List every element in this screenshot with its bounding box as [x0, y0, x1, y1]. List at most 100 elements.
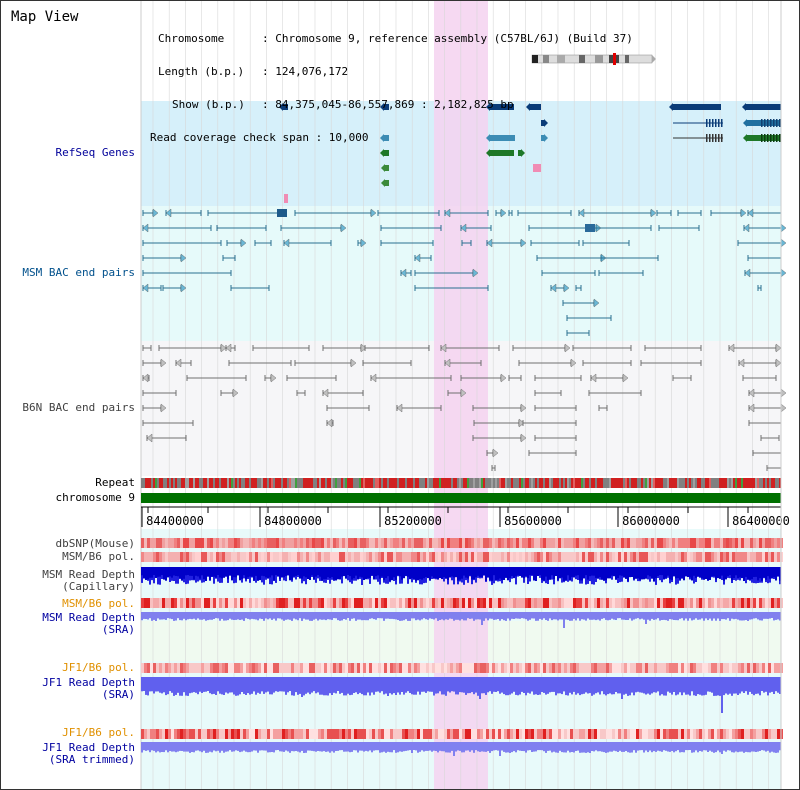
dbsnp-cell — [738, 538, 741, 548]
msm-sra-depth-bar — [769, 612, 771, 619]
jf1-sra-depth-bar — [313, 677, 315, 692]
msm-b6-pol-cell — [534, 552, 537, 562]
b6n-bac-label[interactable]: B6N BAC end pairs — [22, 401, 135, 414]
msm-capillary-label[interactable]: MSM Read Depth (Capillary) — [11, 569, 135, 593]
dbsnp-cell — [684, 538, 687, 548]
msm-b6-pol-cell — [519, 552, 522, 562]
dbsnp-cell — [447, 538, 450, 548]
msm-sra-label[interactable]: MSM Read Depth (SRA) — [11, 612, 135, 636]
jf1-trimmed-depth-bar — [621, 742, 623, 752]
msm-sra-depth-bar — [265, 612, 267, 619]
jf1-sra-depth-bar — [599, 677, 601, 695]
jf1-b6-pol-cell — [633, 663, 636, 673]
repeat-segment — [149, 478, 151, 488]
jf1-b6-pol-cell — [537, 663, 540, 673]
msm-b6-pol-2-cell — [579, 598, 582, 608]
repeat-segment — [559, 478, 561, 488]
jf1-b6-pol-cell — [201, 663, 204, 673]
jf1-b6-pol-cell — [231, 663, 234, 673]
jf1-sra-depth-bar — [363, 677, 365, 696]
jf1-trimmed-depth-bar — [305, 742, 307, 753]
jf1-trimmed-depth-bar — [701, 742, 703, 752]
dbsnp-cell — [456, 538, 459, 548]
jf1-trimmed-depth-bar — [293, 742, 295, 752]
msm-bac-label[interactable]: MSM BAC end pairs — [22, 266, 135, 279]
jf1-sra-depth-bar — [583, 677, 585, 694]
chromosome-label[interactable]: chromosome 9 — [55, 491, 135, 504]
msm-capillary-depth-dark — [341, 567, 343, 577]
repeat-label[interactable]: Repeat — [95, 476, 135, 489]
repeat-segment — [201, 478, 203, 488]
jf1-b6-pol-cell — [288, 663, 291, 673]
msm-b6-pol-label[interactable]: MSM/B6 pol. — [62, 550, 135, 563]
msm-b6-pol-2-label[interactable]: MSM/B6 pol. — [62, 597, 135, 610]
msm-capillary-depth-dark — [273, 567, 275, 581]
msm-sra-depth-bar — [337, 612, 339, 621]
repeat-segment — [565, 478, 567, 488]
jf1-sra-depth-bar — [413, 677, 415, 695]
dbsnp-cell — [498, 538, 501, 548]
msm-b6-pol-2-cell — [510, 598, 513, 608]
jf1-trimmed-depth-bar — [539, 742, 541, 751]
jf1-trimmed-depth-bar — [555, 742, 557, 753]
msm-b6-pol-2-cell — [645, 598, 648, 608]
refseq-genes-label[interactable]: RefSeq Genes — [55, 146, 135, 159]
jf1-trimmed-label[interactable]: JF1 Read Depth (SRA trimmed) — [11, 742, 135, 766]
chromosome-ideogram[interactable] — [529, 53, 659, 67]
msm-capillary-depth-dark — [563, 567, 565, 581]
dbsnp-cell — [435, 538, 438, 548]
repeat-segment — [743, 478, 745, 488]
msm-b6-pol-2-cell — [426, 598, 429, 608]
msm-capillary-depth-dark — [243, 567, 245, 576]
msm-b6-pol-cell — [729, 552, 732, 562]
msm-sra-depth-bar — [397, 612, 399, 620]
dbsnp-label[interactable]: dbSNP(Mouse) — [55, 537, 135, 550]
jf1-sra-depth-bar — [735, 677, 737, 694]
jf1-b6-pol-cell — [444, 663, 447, 673]
repeat-segment — [297, 478, 299, 488]
msm-sra-depth-bar — [657, 612, 659, 619]
msm-b6-pol-cell — [501, 552, 504, 562]
jf1-b6-pol-2-label[interactable]: JF1/B6 pol. — [62, 726, 135, 739]
msm-b6-pol-2-cell — [384, 598, 387, 608]
jf1-trimmed-depth-bar — [229, 742, 231, 751]
msm-capillary-depth-dark — [207, 567, 209, 577]
jf1-sra-depth-bar — [487, 677, 489, 693]
jf1-b6-pol-2-cell — [276, 729, 279, 739]
jf1-b6-pol-label[interactable]: JF1/B6 pol. — [62, 661, 135, 674]
jf1-sra-label[interactable]: JF1 Read Depth (SRA) — [11, 677, 135, 701]
msm-capillary-line1: MSM Read Depth — [42, 568, 135, 581]
repeat-segment — [563, 478, 565, 488]
dbsnp-cell — [225, 538, 228, 548]
jf1-sra-depth-bar — [759, 677, 761, 696]
msm-b6-pol-cell — [624, 552, 627, 562]
gene-strand-arrow — [742, 103, 746, 111]
jf1-trimmed-depth-bar — [239, 742, 241, 753]
msm-b6-pol-cell — [252, 552, 255, 562]
msm-sra-depth-bar — [517, 612, 519, 619]
repeat-segment — [663, 478, 665, 488]
dbsnp-cell — [675, 538, 678, 548]
msm-capillary-depth-dark — [573, 567, 575, 578]
jf1-trimmed-depth-bar — [527, 742, 529, 751]
msm-b6-pol-2-cell — [705, 598, 708, 608]
msm-capillary-depth-dark — [143, 567, 145, 578]
jf1-b6-pol-2-cell — [372, 729, 375, 739]
jf1-b6-pol-2-cell — [420, 729, 423, 739]
msm-b6-pol-cell — [222, 552, 225, 562]
repeat-segment — [219, 478, 221, 488]
msm-capillary-depth-dark — [615, 567, 617, 580]
msm-sra-depth-bar — [695, 612, 697, 619]
msm-capillary-depth-dark — [199, 567, 201, 579]
refseq-gene — [490, 150, 514, 156]
jf1-trimmed-depth-bar — [459, 742, 461, 751]
dbsnp-cell — [564, 538, 567, 548]
msm-b6-pol-2-cell — [552, 598, 555, 608]
msm-b6-pol-2-cell — [702, 598, 705, 608]
repeat-segment — [491, 478, 493, 488]
msm-b6-pol-cell — [657, 552, 660, 562]
msm-b6-pol-2-cell — [636, 598, 639, 608]
msm-capillary-depth-dark — [191, 567, 193, 576]
msm-b6-pol-2-cell — [297, 598, 300, 608]
